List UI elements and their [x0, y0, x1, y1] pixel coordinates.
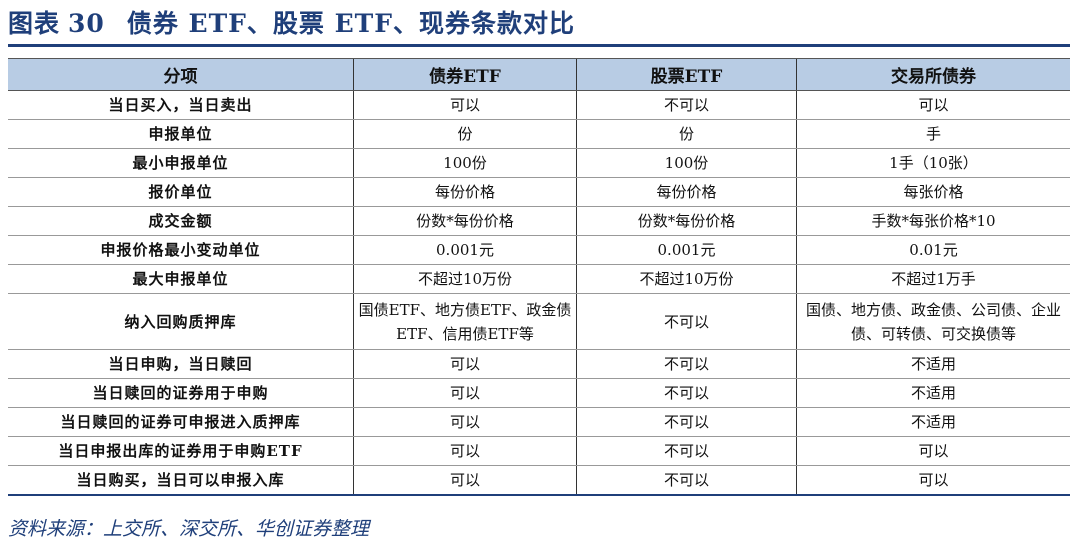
row-label: 当日购买，当日可以申报入库 [8, 465, 354, 496]
row-label: 报价单位 [8, 177, 354, 207]
stock-etf-cell: 不超过10万份 [576, 264, 797, 294]
bond-etf-cell: 可以 [353, 407, 577, 437]
table-row: 最小申报单位 100份 100份 1手（10张） [8, 148, 1070, 178]
table-row: 当日购买，当日可以申报入库 可以 不可以 可以 [8, 465, 1070, 496]
header-exchange-bond: 交易所债券 [796, 58, 1070, 91]
header-stock-etf: 股票ETF [576, 58, 797, 91]
exchange-bond-cell: 0.01元 [796, 235, 1070, 265]
stock-etf-cell: 不可以 [576, 407, 797, 437]
stock-etf-cell: 不可以 [576, 378, 797, 408]
stock-etf-cell: 不可以 [576, 436, 797, 466]
row-label: 成交金额 [8, 206, 354, 236]
table-row: 纳入回购质押库 国债ETF、地方债ETF、政金债ETF、信用债ETF等 不可以 国债、… [8, 293, 1070, 350]
title-divider [8, 44, 1070, 47]
exchange-bond-cell: 手 [796, 119, 1070, 149]
stock-etf-cell: 不可以 [576, 349, 797, 379]
exchange-bond-cell: 不适用 [796, 407, 1070, 437]
exchange-bond-cell: 国债、地方债、政金债、公司债、企业债、可转债、可交换债等 [796, 293, 1070, 350]
table-row: 当日赎回的证券可申报进入质押库 可以 不可以 不适用 [8, 407, 1070, 437]
stock-etf-cell: 份数*每份价格 [576, 206, 797, 236]
figure-label: 图表 [8, 9, 61, 38]
bond-etf-cell: 不超过10万份 [353, 264, 577, 294]
exchange-bond-cell: 可以 [796, 436, 1070, 466]
stock-etf-cell: 份 [576, 119, 797, 149]
stock-etf-cell: 100份 [576, 148, 797, 178]
bond-etf-cell: 可以 [353, 90, 577, 120]
header-bond-etf: 债券ETF [353, 58, 577, 91]
exchange-bond-cell: 可以 [796, 465, 1070, 496]
exchange-bond-cell: 不适用 [796, 378, 1070, 408]
figure-number: 30 [68, 9, 105, 38]
table-header-row: 分项 债券ETF 股票ETF 交易所债券 [8, 58, 1070, 91]
bond-etf-cell: 100份 [353, 148, 577, 178]
stock-etf-cell: 不可以 [576, 293, 797, 350]
stock-etf-cell: 0.001元 [576, 235, 797, 265]
table-row: 当日申购，当日赎回 可以 不可以 不适用 [8, 349, 1070, 379]
bond-etf-cell: 国债ETF、地方债ETF、政金债ETF、信用债ETF等 [353, 293, 577, 350]
row-label: 当日赎回的证券用于申购 [8, 378, 354, 408]
row-label: 当日申报出库的证券用于申购ETF [8, 436, 354, 466]
bond-etf-cell: 份数*每份价格 [353, 206, 577, 236]
exchange-bond-cell: 不超过1万手 [796, 264, 1070, 294]
row-label: 当日赎回的证券可申报进入质押库 [8, 407, 354, 437]
table-row: 当日买入，当日卖出 可以 不可以 可以 [8, 90, 1070, 120]
bond-etf-cell: 0.001元 [353, 235, 577, 265]
table-row: 当日赎回的证券用于申购 可以 不可以 不适用 [8, 378, 1070, 408]
source-note: 资料来源：上交所、深交所、华创证券整理 [8, 518, 370, 540]
stock-etf-cell: 不可以 [576, 90, 797, 120]
figure-title: 图表 30 债券 ETF、股票 ETF、现券条款对比 [8, 4, 575, 40]
exchange-bond-cell: 每张价格 [796, 177, 1070, 207]
bond-etf-cell: 份 [353, 119, 577, 149]
row-label: 申报单位 [8, 119, 354, 149]
comparison-table: 分项 债券ETF 股票ETF 交易所债券 当日买入，当日卖出 可以 不可以 可以 申报单… [8, 58, 1070, 496]
row-label: 当日买入，当日卖出 [8, 90, 354, 120]
bond-etf-cell: 可以 [353, 378, 577, 408]
exchange-bond-cell: 可以 [796, 90, 1070, 120]
row-label: 申报价格最小变动单位 [8, 235, 354, 265]
row-label: 最小申报单位 [8, 148, 354, 178]
table-row: 报价单位 每份价格 每份价格 每张价格 [8, 177, 1070, 207]
bond-etf-cell: 可以 [353, 465, 577, 496]
table-row: 申报单位份份手 [8, 119, 1070, 149]
table-row: 成交金额 份数*每份价格 份数*每份价格 手数*每张价格*10 [8, 206, 1070, 236]
exchange-bond-cell: 手数*每张价格*10 [796, 206, 1070, 236]
bond-etf-cell: 可以 [353, 349, 577, 379]
table-row: 申报价格最小变动单位 0.001元 0.001元 0.01元 [8, 235, 1070, 265]
bond-etf-cell: 可以 [353, 436, 577, 466]
exchange-bond-cell: 1手（10张） [796, 148, 1070, 178]
row-label: 当日申购，当日赎回 [8, 349, 354, 379]
figure-title-text: 债券 ETF、股票 ETF、现券条款对比 [126, 9, 576, 38]
row-label: 纳入回购质押库 [8, 293, 354, 350]
table-row: 最大申报单位 不超过10万份 不超过10万份 不超过1万手 [8, 264, 1070, 294]
table-row: 当日申报出库的证券用于申购ETF 可以 不可以 可以 [8, 436, 1070, 466]
stock-etf-cell: 不可以 [576, 465, 797, 496]
header-item: 分项 [8, 58, 354, 91]
exchange-bond-cell: 不适用 [796, 349, 1070, 379]
row-label: 最大申报单位 [8, 264, 354, 294]
stock-etf-cell: 每份价格 [576, 177, 797, 207]
bond-etf-cell: 每份价格 [353, 177, 577, 207]
